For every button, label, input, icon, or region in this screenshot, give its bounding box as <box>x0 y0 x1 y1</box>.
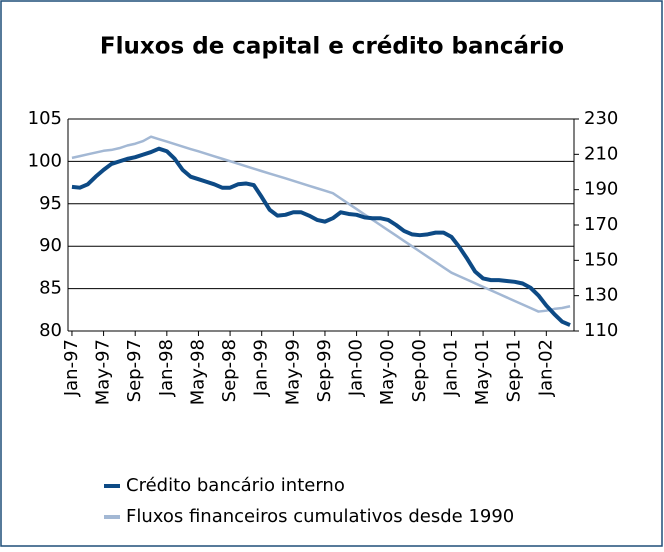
x-tick-label: Jan-01 <box>440 339 461 397</box>
y-tick-label: 80 <box>39 320 62 341</box>
y2-tick-label: 150 <box>584 249 618 270</box>
x-tick-label: Sep-99 <box>314 339 335 402</box>
y-tick-label: 90 <box>39 235 62 256</box>
y2-tick-label: 210 <box>584 143 618 164</box>
x-tick-label: May-00 <box>377 339 398 405</box>
y-tick-label: 95 <box>39 193 62 214</box>
y2-tick-label: 130 <box>584 285 618 306</box>
x-tick-label: Jan-02 <box>535 339 556 397</box>
x-tick-label: Sep-01 <box>504 339 525 402</box>
x-tick-label: Jan-98 <box>156 339 177 397</box>
x-tick-label: Sep-97 <box>124 339 145 402</box>
x-tick-label: Sep-98 <box>219 339 240 402</box>
x-tick-label: Jan-00 <box>346 339 367 397</box>
x-tick-label: May-99 <box>282 339 303 405</box>
x-tick-label: Jan-99 <box>251 339 272 397</box>
y2-tick-label: 110 <box>584 320 618 341</box>
y2-tick-label: 190 <box>584 179 618 200</box>
series-line <box>71 146 571 327</box>
x-tick-label: Jan-97 <box>61 339 82 397</box>
y-tick-label: 85 <box>39 278 62 299</box>
y-tick-label: 100 <box>28 150 62 171</box>
y2-tick-label: 170 <box>584 214 618 235</box>
chart-title: Fluxos de capital e crédito bancário <box>100 34 564 60</box>
x-tick-label: Sep-00 <box>409 339 430 402</box>
x-tick-label: May-97 <box>93 339 114 405</box>
y2-tick-label: 230 <box>584 108 618 129</box>
series-line <box>71 135 571 313</box>
x-tick-label: May-01 <box>472 339 493 405</box>
y-tick-label: 105 <box>28 108 62 129</box>
legend-label: Fluxos financeiros cumulativos desde 199… <box>126 506 514 527</box>
x-tick-label: May-98 <box>187 339 208 405</box>
legend-label: Crédito bancário interno <box>126 475 345 496</box>
